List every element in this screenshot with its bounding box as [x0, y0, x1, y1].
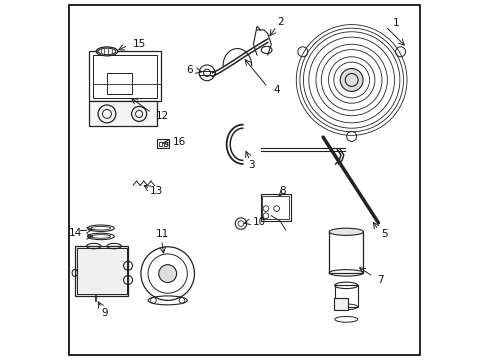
Text: 10: 10 [253, 217, 266, 227]
Bar [163, 142, 167, 146]
Bar [262, 196, 288, 219]
Circle shape [159, 265, 176, 283]
Text: 1: 1 [392, 18, 399, 28]
Bar [199, 71, 214, 75]
Ellipse shape [96, 47, 118, 56]
Text: 13: 13 [149, 186, 163, 197]
Text: 12: 12 [155, 111, 169, 121]
Text: 5: 5 [381, 229, 387, 239]
Bar [75, 246, 128, 296]
Bar [89, 102, 157, 126]
Bar [328, 232, 363, 273]
Bar [107, 73, 132, 94]
Bar [260, 194, 290, 221]
Text: 14: 14 [69, 228, 82, 238]
Text: 4: 4 [273, 85, 280, 95]
Bar [159, 142, 162, 146]
Text: 15: 15 [132, 39, 145, 49]
Text: 3: 3 [248, 159, 254, 170]
Bar [333, 298, 347, 310]
Circle shape [340, 68, 363, 91]
Text: 6: 6 [185, 65, 192, 75]
Text: 9: 9 [101, 308, 107, 318]
Bar [157, 139, 169, 148]
Text: 2: 2 [276, 17, 283, 27]
Ellipse shape [328, 228, 363, 235]
Text: 11: 11 [155, 229, 169, 239]
Text: 8: 8 [279, 186, 285, 196]
Bar [77, 248, 126, 294]
Bar [93, 55, 157, 98]
Text: 7: 7 [376, 275, 383, 285]
Bar [89, 51, 160, 102]
Bar [334, 285, 357, 307]
Text: 16: 16 [172, 137, 186, 147]
